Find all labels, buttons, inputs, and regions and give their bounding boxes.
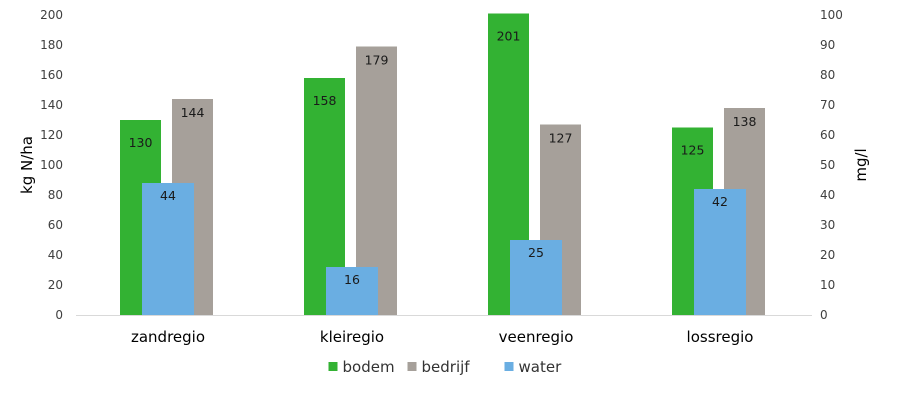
right-tick-label: 70 xyxy=(820,98,835,112)
right-tick-label: 0 xyxy=(820,308,828,322)
data-labels: 130 144 44 158 179 16 201 127 25 125 138 42 xyxy=(129,29,757,288)
label-water: 42 xyxy=(712,194,728,209)
bar-water xyxy=(694,189,746,315)
left-tick-label: 80 xyxy=(48,188,63,202)
right-tick-label: 40 xyxy=(820,188,835,202)
bars xyxy=(120,13,765,315)
right-tick-label: 80 xyxy=(820,68,835,82)
right-tick-label: 10 xyxy=(820,278,835,292)
left-axis-ticks: 0 20 40 60 80 100 120 140 160 180 200 xyxy=(40,8,63,322)
label-bedrijf: 127 xyxy=(549,131,573,146)
label-water: 25 xyxy=(528,245,544,260)
category-label: zandregio xyxy=(131,328,205,346)
category-label: veenregio xyxy=(499,328,574,346)
label-bodem: 201 xyxy=(497,29,521,44)
label-bedrijf: 179 xyxy=(365,53,389,68)
legend-label-bodem: bodem xyxy=(343,358,395,376)
legend: bodem bedrijf water xyxy=(328,358,563,376)
right-axis-ticks: 0 10 20 30 40 50 60 70 80 90 100 xyxy=(820,8,843,322)
label-water: 16 xyxy=(344,272,360,287)
label-bodem: 158 xyxy=(313,93,337,108)
left-tick-label: 0 xyxy=(55,308,63,322)
legend-swatch-water xyxy=(504,362,514,371)
right-axis-title: mg/l xyxy=(852,148,870,181)
left-tick-label: 200 xyxy=(40,8,63,22)
category-label: lossregio xyxy=(687,328,754,346)
left-tick-label: 60 xyxy=(48,218,63,232)
right-tick-label: 60 xyxy=(820,128,835,142)
label-water: 44 xyxy=(160,188,176,203)
right-tick-label: 20 xyxy=(820,248,835,262)
label-bedrijf: 144 xyxy=(181,105,205,120)
category-labels: zandregio kleiregio veenregio lossregio xyxy=(131,328,753,346)
left-tick-label: 40 xyxy=(48,248,63,262)
right-tick-label: 100 xyxy=(820,8,843,22)
bar-water xyxy=(510,240,562,315)
right-tick-label: 50 xyxy=(820,158,835,172)
left-tick-label: 160 xyxy=(40,68,63,82)
bar-water xyxy=(142,183,194,315)
legend-label-bedrijf: bedrijf xyxy=(422,358,471,376)
left-tick-label: 120 xyxy=(40,128,63,142)
right-tick-label: 30 xyxy=(820,218,835,232)
category-label: kleiregio xyxy=(320,328,384,346)
left-tick-label: 140 xyxy=(40,98,63,112)
left-tick-label: 180 xyxy=(40,38,63,52)
bar-water xyxy=(326,267,378,315)
label-bedrijf: 138 xyxy=(733,114,757,129)
legend-label-water: water xyxy=(519,358,563,376)
left-axis-title: kg N/ha xyxy=(18,136,36,194)
label-bodem: 130 xyxy=(129,135,153,150)
right-tick-label: 90 xyxy=(820,38,835,52)
left-tick-label: 20 xyxy=(48,278,63,292)
legend-swatch-bodem xyxy=(328,362,338,371)
legend-swatch-bedrijf xyxy=(407,362,417,371)
label-bodem: 125 xyxy=(681,143,705,158)
left-tick-label: 100 xyxy=(40,158,63,172)
